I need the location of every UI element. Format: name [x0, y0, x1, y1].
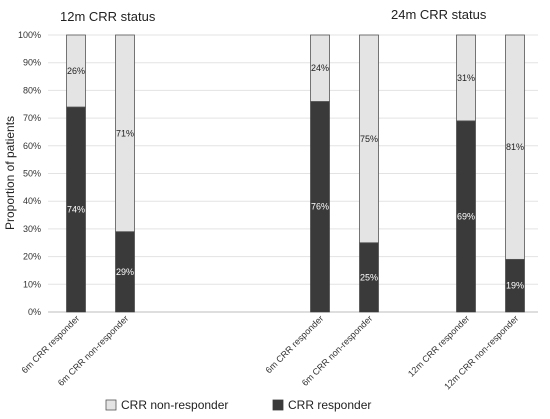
data-label-responder: 25% — [360, 272, 378, 282]
y-tick-label: 10% — [23, 279, 41, 289]
data-label-non-responder: 71% — [116, 128, 134, 138]
bar-segment-non-responder — [66, 34, 86, 108]
y-tick-label: 0% — [28, 307, 41, 317]
legend-label-responder: CRR responder — [288, 398, 371, 412]
y-tick-label: 20% — [23, 252, 41, 262]
bar-segment-non-responder — [456, 34, 476, 122]
y-axis-ticks: 0% 10% 20% 30% 40% 50% 60% 70% 80% 90% 100% — [18, 30, 41, 317]
bars: 74% 26% 29% 71% 76% 24% 25% 75% 69% 31% 19% 81% — [66, 34, 525, 313]
data-label-non-responder: 81% — [506, 142, 524, 152]
data-label-responder: 76% — [311, 202, 329, 212]
legend: CRR non-responder CRR responder — [105, 398, 371, 412]
y-axis-label: Proportion of patients — [3, 116, 17, 230]
bar-segment-non-responder — [115, 34, 135, 233]
y-tick-label: 70% — [23, 113, 41, 123]
data-label-non-responder: 75% — [360, 134, 378, 144]
bar-segment-non-responder — [310, 34, 330, 102]
data-label-responder: 69% — [457, 211, 475, 221]
y-tick-label: 30% — [23, 224, 41, 234]
bar-segment-non-responder — [505, 34, 525, 260]
y-tick-label: 90% — [23, 58, 41, 68]
panel-title-12m: 12m CRR status — [60, 9, 156, 24]
data-label-responder: 29% — [116, 267, 134, 277]
y-tick-label: 40% — [23, 196, 41, 206]
data-label-non-responder: 26% — [67, 66, 85, 76]
y-tick-label: 60% — [23, 141, 41, 151]
bar-segment-non-responder — [359, 34, 379, 244]
data-label-responder: 19% — [506, 281, 524, 291]
y-tick-label: 100% — [18, 30, 41, 40]
y-tick-label: 50% — [23, 169, 41, 179]
data-label-non-responder: 31% — [457, 73, 475, 83]
legend-swatch-non-responder — [105, 399, 117, 411]
data-label-responder: 74% — [67, 205, 85, 215]
data-label-non-responder: 24% — [311, 63, 329, 73]
panel-title-24m: 24m CRR status — [391, 7, 487, 22]
legend-swatch-responder — [272, 399, 284, 411]
y-tick-label: 80% — [23, 85, 41, 95]
legend-label-non-responder: CRR non-responder — [121, 398, 228, 412]
